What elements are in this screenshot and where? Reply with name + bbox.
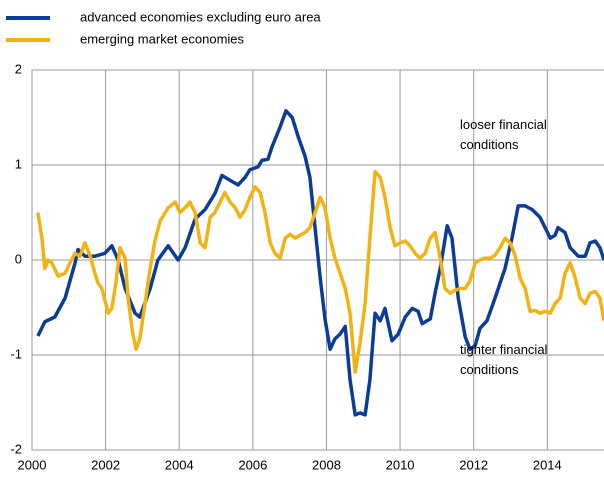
x-tick-label: 2010: [386, 457, 415, 472]
x-tick-label: 2014: [533, 457, 562, 472]
data-line: [36, 109, 604, 417]
x-tick-label: 2002: [91, 457, 120, 472]
x-tick-label: 2000: [18, 457, 47, 472]
y-tick-label: 2: [15, 61, 22, 76]
annotation: tighter financial conditions: [460, 342, 548, 377]
y-tick-label: 1: [15, 156, 22, 171]
x-tick-label: 2008: [312, 457, 341, 472]
x-tick-label: 2004: [165, 457, 194, 472]
x-tick-label: 2006: [238, 457, 267, 472]
annotation: looser financial conditions: [460, 117, 547, 152]
data-line: [36, 169, 604, 374]
y-tick-label: -1: [10, 346, 22, 361]
y-tick-label: 0: [15, 251, 22, 266]
y-tick-label: -2: [10, 441, 22, 456]
legend-label: advanced economies excluding euro area: [80, 9, 321, 24]
x-tick-label: 2012: [459, 457, 488, 472]
legend-label: emerging market economies: [80, 31, 245, 46]
